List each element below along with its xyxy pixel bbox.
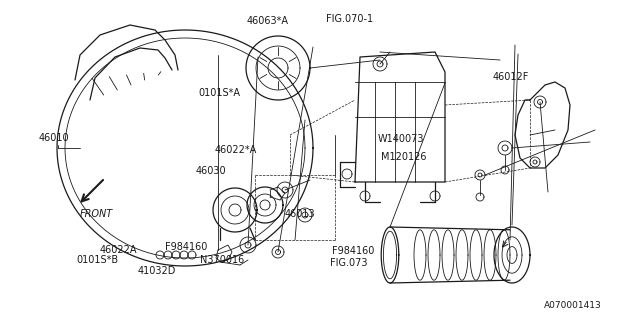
Text: 46022A: 46022A xyxy=(99,245,137,255)
Text: 46012F: 46012F xyxy=(493,72,529,82)
Text: F984160: F984160 xyxy=(332,246,374,256)
Text: 41032D: 41032D xyxy=(138,266,176,276)
Text: 46013: 46013 xyxy=(285,209,316,220)
Text: 46063*A: 46063*A xyxy=(246,16,289,26)
Text: M120126: M120126 xyxy=(381,152,426,162)
Text: N370016: N370016 xyxy=(200,255,244,265)
Text: 46022*A: 46022*A xyxy=(214,145,257,156)
Text: F984160: F984160 xyxy=(165,242,207,252)
Text: FIG.070-1: FIG.070-1 xyxy=(326,14,374,24)
Text: 0101S*B: 0101S*B xyxy=(77,255,119,265)
Text: FIG.073: FIG.073 xyxy=(330,258,367,268)
Text: W140073: W140073 xyxy=(378,134,424,144)
Text: FRONT: FRONT xyxy=(80,209,113,220)
Text: 0101S*A: 0101S*A xyxy=(198,88,241,98)
Text: 46010: 46010 xyxy=(38,132,69,143)
Text: 46030: 46030 xyxy=(195,166,226,176)
Text: A070001413: A070001413 xyxy=(544,301,602,310)
